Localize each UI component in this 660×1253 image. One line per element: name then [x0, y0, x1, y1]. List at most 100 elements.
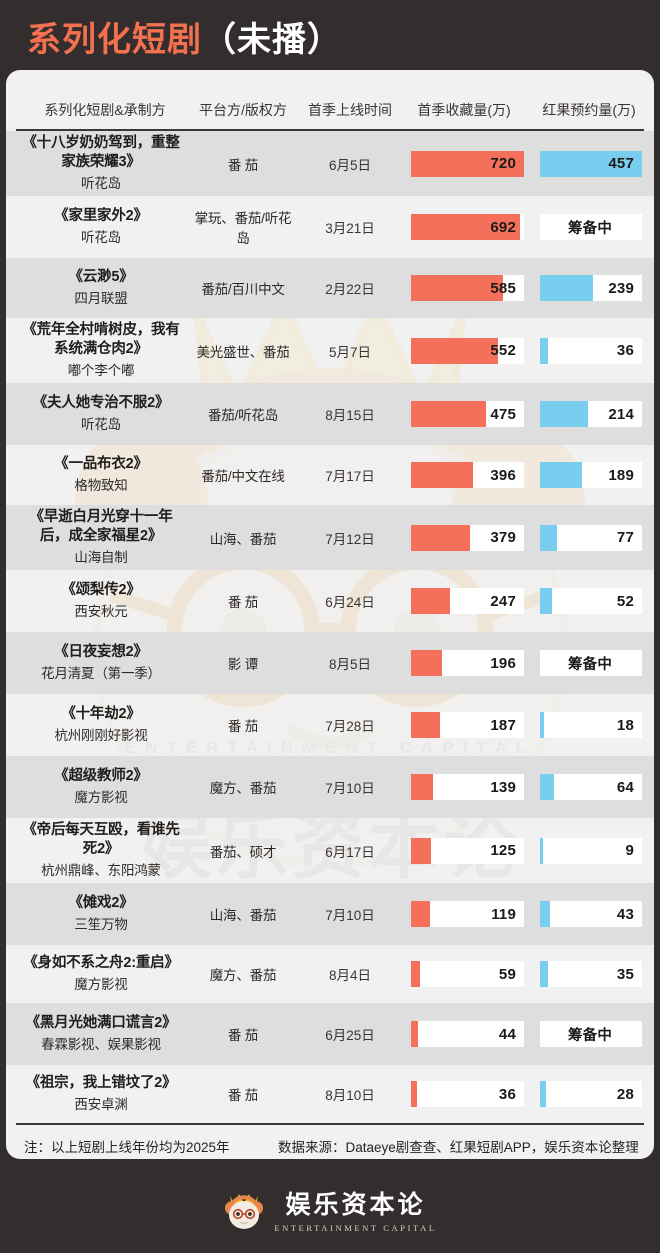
cell-date: 7月10日: [325, 908, 375, 923]
drama-title: 《十年劫2》: [61, 706, 141, 723]
table-row: 《云渺5》 四月联盟 番茄/百川中文 2月22日 585 239: [6, 258, 654, 318]
reserve-value: 457: [608, 155, 634, 172]
cell-collect-bar: 196: [411, 650, 524, 676]
reserve-bar-fill: [540, 961, 548, 987]
mascot-logo-icon: [223, 1187, 265, 1231]
table-row: 《超级教师2》 魔方影视 魔方、番茄 7月10日 139 64: [6, 756, 654, 818]
brand-text: 娱乐资本论 ENTERTAINMENT CAPITAL: [274, 1185, 436, 1233]
producer-name: 花月清夏（第一季）: [41, 665, 161, 681]
collect-value: 59: [498, 965, 516, 983]
reserve-bar-fill: [540, 401, 588, 427]
producer-name: 西安卓渊: [74, 1096, 128, 1112]
cell-title: 《荒年全村啃树皮，我有系统满仓肉2》 嘟个李个嘟: [16, 321, 186, 380]
drama-title: 《日夜妄想2》: [54, 644, 148, 661]
drama-title: 《祖宗，我上错坟了2》: [25, 1075, 177, 1092]
table-row: 《祖宗，我上错坟了2》 西安卓渊 番 茄 8月10日 36 28: [6, 1065, 654, 1123]
cell-collect-bar: 552: [411, 337, 524, 364]
cell-reserve-bar: 189: [540, 462, 642, 488]
cell-reserve-bar: 筹备中: [540, 1021, 642, 1047]
reserve-value: 18: [616, 716, 634, 734]
cell-reserve-bar: 35: [540, 961, 642, 987]
cell-title: 《一品布衣2》 格物致知: [16, 455, 186, 495]
page-title-bar: 系列化短剧（未播）: [0, 0, 660, 72]
cell-collect-bar: 119: [411, 901, 524, 927]
collect-value: 585: [490, 279, 516, 297]
cell-platform: 番 茄: [227, 1088, 259, 1103]
cell-platform: 影 谭: [227, 657, 259, 672]
table-card: 娱乐资本论 ENTERTAINMENT CAPITAL 系列化短剧&承制方 平台…: [6, 70, 654, 1159]
cell-title: 《家里家外2》 听花岛: [16, 207, 186, 247]
column-header-date: 首季上线时间: [308, 102, 392, 118]
table-row: 《颂梨传2》 西安秋元 番 茄 6月24日 247 52: [6, 570, 654, 632]
cell-collect-bar: 125: [411, 837, 524, 864]
cell-platform: 番茄、硕才: [209, 844, 277, 860]
cell-collect-bar: 187: [411, 712, 524, 738]
column-header-reserve: 红果预约量(万): [542, 102, 636, 118]
table-row: 《家里家外2》 听花岛 掌玩、番茄/听花岛 3月21日 692 筹备中: [6, 196, 654, 258]
cell-reserve-bar: 214: [540, 401, 642, 427]
cell-platform: 番 茄: [227, 595, 259, 610]
producer-name: 春霖影视、娱果影视: [41, 1036, 161, 1052]
cell-date: 6月25日: [325, 1028, 375, 1043]
brand-name-en: ENTERTAINMENT CAPITAL: [274, 1223, 437, 1233]
table-footnote: 注：以上短剧上线年份均为2025年 数据来源：Dataeye剧查查、红果短剧AP…: [16, 1123, 644, 1159]
reserve-value: 52: [616, 592, 634, 610]
collect-bar-fill: [411, 275, 503, 301]
reserve-value: 36: [616, 342, 634, 359]
producer-name: 杭州刚刚好影视: [54, 727, 148, 743]
cell-reserve-bar: 9: [540, 837, 642, 864]
producer-name: 西安秋元: [74, 603, 128, 619]
cell-title: 《早逝白月光穿十一年后，成全家福星2》 山海自制: [16, 508, 186, 567]
table-row: 《帝后每天互殴，看谁先死2》 杭州鼎峰、东阳鸿蒙 番茄、硕才 6月17日 125 9: [6, 818, 654, 883]
producer-name: 听花岛: [81, 175, 121, 191]
cell-date: 6月17日: [325, 844, 375, 860]
table-body: 《十八岁奶奶驾到，重整家族荣耀3》 听花岛番 茄 6月5日 720 457 《家里家外2》…: [6, 131, 654, 1123]
cell-date: 8月15日: [325, 408, 375, 423]
table-row: 《身如不系之舟2:重启》 魔方影视 魔方、番茄 8月4日 59 35: [6, 945, 654, 1003]
drama-title: 《夫人她专治不服2》: [32, 395, 170, 412]
collect-bar-fill: [411, 650, 442, 676]
cell-platform: 番 茄: [227, 157, 259, 173]
cell-platform: 番茄/百川中文: [201, 282, 285, 297]
drama-title: 《傩戏2》: [68, 895, 134, 912]
table-header: 系列化短剧&承制方 平台方/版权方 首季上线时间 首季收藏量(万) 红果预约量(…: [16, 78, 644, 131]
collect-bar-fill: [411, 337, 498, 364]
cell-title: 《夫人她专治不服2》 听花岛: [16, 394, 186, 434]
collect-value: 396: [490, 466, 516, 484]
cell-collect-bar: 396: [411, 462, 524, 488]
cell-title: 《十八岁奶奶驾到，重整家族荣耀3》 听花岛: [16, 134, 186, 193]
cell-platform: 山海、番茄: [209, 531, 277, 547]
reserve-bar-fill: [540, 837, 543, 864]
cell-date: 7月10日: [325, 781, 375, 796]
collect-value: 692: [490, 218, 516, 236]
cell-date: 6月24日: [325, 595, 375, 610]
cell-platform: 番 茄: [227, 719, 259, 734]
drama-title: 《超级教师2》: [54, 768, 148, 785]
drama-title: 《家里家外2》: [54, 208, 148, 225]
drama-title: 《一品布衣2》: [54, 456, 148, 473]
collect-value: 196: [490, 654, 516, 672]
reserve-value: 35: [616, 965, 634, 983]
cell-collect-bar: 585: [411, 275, 524, 301]
collect-bar-fill: [411, 401, 486, 427]
cell-platform: 番茄/听花岛: [207, 408, 279, 423]
collect-bar-fill: [411, 1081, 417, 1107]
cell-reserve-bar: 28: [540, 1081, 642, 1107]
cell-title: 《十年劫2》 杭州刚刚好影视: [16, 705, 186, 745]
cell-title: 《祖宗，我上错坟了2》 西安卓渊: [16, 1074, 186, 1114]
column-header-collect: 首季收藏量(万): [417, 102, 511, 118]
cell-title: 《日夜妄想2》 花月清夏（第一季）: [16, 643, 186, 683]
cell-collect-bar: 247: [411, 588, 524, 614]
producer-name: 三笙万物: [74, 916, 128, 932]
producer-name: 嘟个李个嘟: [67, 362, 135, 378]
table-row: 《夫人她专治不服2》 听花岛 番茄/听花岛 8月15日 475 214: [6, 383, 654, 445]
collect-bar-fill: [411, 1021, 418, 1047]
cell-title: 《帝后每天互殴，看谁先死2》 杭州鼎峰、东阳鸿蒙: [16, 821, 186, 880]
reserve-bar-fill: [540, 462, 583, 488]
column-header-title: 系列化短剧&承制方: [44, 102, 166, 118]
footnote-note: 注：以上短剧上线年份均为2025年: [24, 1140, 230, 1155]
reserve-bar-fill: [540, 1081, 547, 1107]
collect-bar-fill: [411, 588, 450, 614]
cell-platform: 魔方、番茄: [209, 781, 277, 796]
